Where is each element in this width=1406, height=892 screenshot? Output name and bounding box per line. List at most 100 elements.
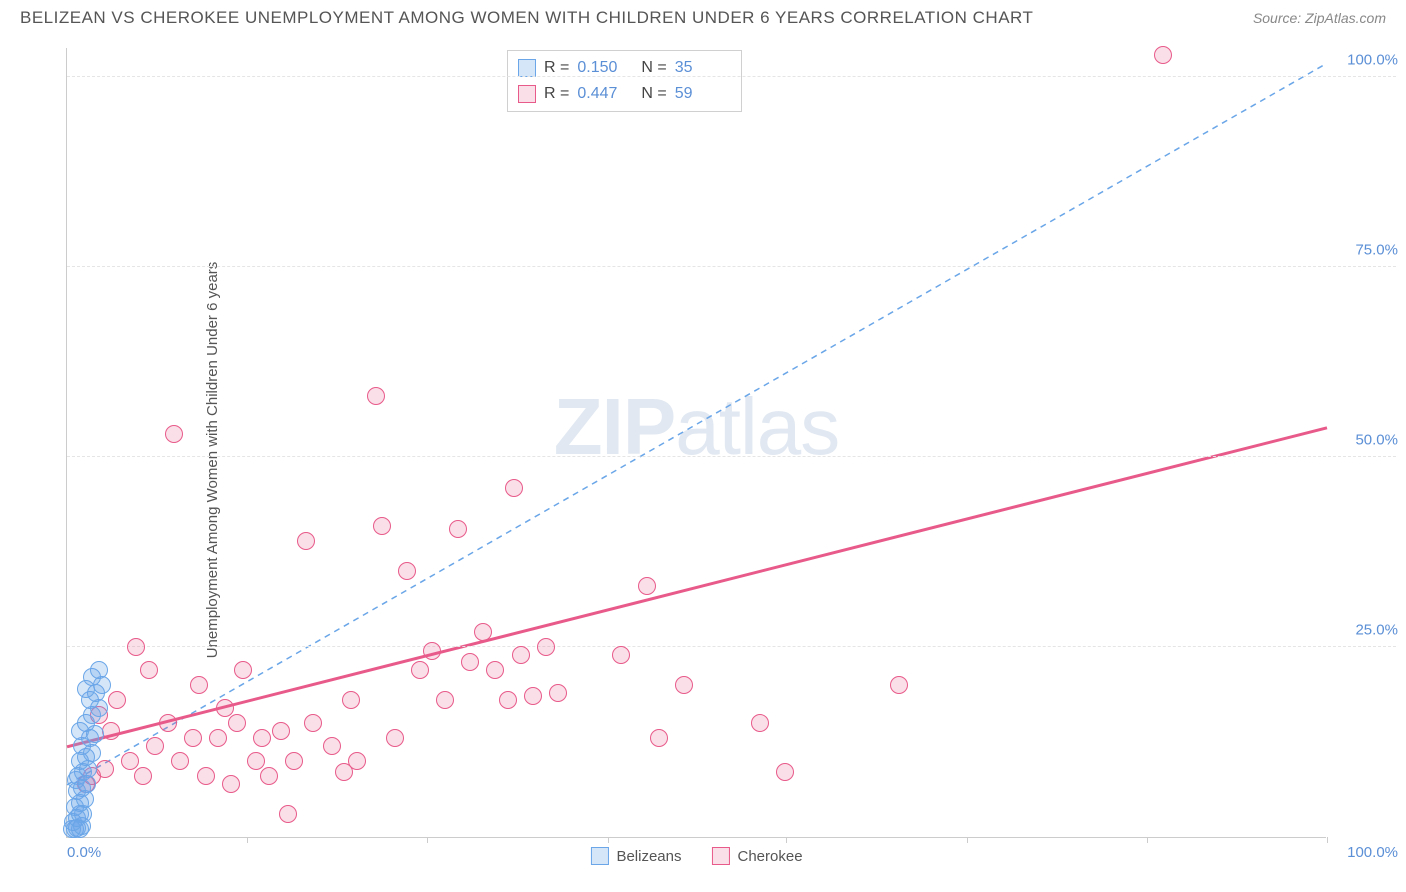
scatter-point-cherokee xyxy=(890,676,908,694)
x-tick-mark xyxy=(247,837,248,843)
scatter-point-cherokee xyxy=(675,676,693,694)
legend-item-cherokee: Cherokee xyxy=(712,847,803,865)
scatter-point-cherokee xyxy=(234,661,252,679)
scatter-point-cherokee xyxy=(285,752,303,770)
source-attribution: Source: ZipAtlas.com xyxy=(1253,10,1386,26)
swatch-belizeans-icon xyxy=(518,59,536,77)
source-prefix: Source: xyxy=(1253,10,1305,26)
scatter-point-cherokee xyxy=(297,532,315,550)
x-tick-mark xyxy=(786,837,787,843)
gridline-h xyxy=(67,266,1396,267)
x-tick-mark xyxy=(427,837,428,843)
scatter-point-cherokee xyxy=(348,752,366,770)
watermark: ZIPatlas xyxy=(554,381,839,473)
scatter-point-cherokee xyxy=(134,767,152,785)
scatter-point-cherokee xyxy=(102,722,120,740)
scatter-point-belizeans xyxy=(67,771,85,789)
scatter-point-cherokee xyxy=(190,676,208,694)
r-label: R = xyxy=(544,81,569,107)
scatter-point-cherokee xyxy=(140,661,158,679)
scatter-point-cherokee xyxy=(165,425,183,443)
scatter-point-cherokee xyxy=(342,691,360,709)
y-tick-label: 75.0% xyxy=(1355,242,1398,259)
trendline-cherokee xyxy=(67,428,1327,747)
scatter-point-cherokee xyxy=(499,691,517,709)
stat-row-cherokee: R = 0.447 N = 59 xyxy=(518,81,731,107)
scatter-point-cherokee xyxy=(260,767,278,785)
scatter-point-cherokee xyxy=(423,642,441,660)
scatter-point-cherokee xyxy=(512,646,530,664)
x-tick-min: 0.0% xyxy=(67,844,101,861)
scatter-point-cherokee xyxy=(386,729,404,747)
scatter-point-belizeans xyxy=(71,722,89,740)
chart-container: Unemployment Among Women with Children U… xyxy=(20,38,1396,882)
scatter-point-cherokee xyxy=(146,737,164,755)
scatter-point-cherokee xyxy=(247,752,265,770)
scatter-point-cherokee xyxy=(253,729,271,747)
scatter-point-cherokee xyxy=(216,699,234,717)
x-tick-mark xyxy=(967,837,968,843)
y-tick-label: 25.0% xyxy=(1355,622,1398,639)
scatter-point-belizeans xyxy=(77,680,95,698)
trend-lines-layer xyxy=(67,48,1326,837)
legend-item-belizeans: Belizeans xyxy=(590,847,681,865)
r-value-cherokee: 0.447 xyxy=(577,81,633,107)
scatter-point-cherokee xyxy=(127,638,145,656)
scatter-point-cherokee xyxy=(537,638,555,656)
legend-label-cherokee: Cherokee xyxy=(738,848,803,865)
swatch-cherokee-icon xyxy=(712,847,730,865)
scatter-point-cherokee xyxy=(505,479,523,497)
scatter-point-cherokee xyxy=(184,729,202,747)
scatter-point-cherokee xyxy=(486,661,504,679)
watermark-atlas: atlas xyxy=(675,382,839,471)
x-tick-max: 100.0% xyxy=(1347,844,1398,861)
y-tick-label: 100.0% xyxy=(1347,52,1398,69)
scatter-point-belizeans xyxy=(90,661,108,679)
scatter-point-cherokee xyxy=(612,646,630,664)
scatter-point-cherokee xyxy=(323,737,341,755)
scatter-point-cherokee xyxy=(108,691,126,709)
watermark-zip: ZIP xyxy=(554,382,675,471)
scatter-point-cherokee xyxy=(549,684,567,702)
legend-label-belizeans: Belizeans xyxy=(616,848,681,865)
n-value-cherokee: 59 xyxy=(675,81,731,107)
scatter-point-cherokee xyxy=(159,714,177,732)
scatter-point-cherokee xyxy=(96,760,114,778)
scatter-point-cherokee xyxy=(449,520,467,538)
scatter-point-cherokee xyxy=(171,752,189,770)
source-name: ZipAtlas.com xyxy=(1305,10,1386,26)
gridline-h xyxy=(67,646,1396,647)
scatter-point-cherokee xyxy=(650,729,668,747)
swatch-cherokee-icon xyxy=(518,85,536,103)
scatter-point-cherokee xyxy=(411,661,429,679)
chart-header: BELIZEAN VS CHEROKEE UNEMPLOYMENT AMONG … xyxy=(0,0,1406,32)
bottom-legend: Belizeans Cherokee xyxy=(590,847,802,865)
correlation-stat-box: R = 0.150 N = 35 R = 0.447 N = 59 xyxy=(507,50,742,112)
trendline-belizeans xyxy=(67,63,1327,785)
scatter-point-cherokee xyxy=(373,517,391,535)
n-label: N = xyxy=(641,81,666,107)
plot-area: ZIPatlas R = 0.150 N = 35 R = 0.447 N = … xyxy=(66,48,1326,838)
scatter-point-cherokee xyxy=(209,729,227,747)
scatter-point-cherokee xyxy=(304,714,322,732)
scatter-point-cherokee xyxy=(474,623,492,641)
scatter-point-cherokee xyxy=(751,714,769,732)
scatter-point-cherokee xyxy=(121,752,139,770)
scatter-point-cherokee xyxy=(398,562,416,580)
y-tick-label: 50.0% xyxy=(1355,432,1398,449)
scatter-point-cherokee xyxy=(197,767,215,785)
scatter-point-cherokee xyxy=(524,687,542,705)
scatter-point-cherokee xyxy=(367,387,385,405)
scatter-point-cherokee xyxy=(776,763,794,781)
chart-title: BELIZEAN VS CHEROKEE UNEMPLOYMENT AMONG … xyxy=(20,8,1033,28)
scatter-point-cherokee xyxy=(272,722,290,740)
gridline-h xyxy=(67,76,1396,77)
scatter-point-cherokee xyxy=(436,691,454,709)
scatter-point-cherokee xyxy=(222,775,240,793)
scatter-point-cherokee xyxy=(279,805,297,823)
swatch-belizeans-icon xyxy=(590,847,608,865)
gridline-h xyxy=(67,456,1396,457)
scatter-point-cherokee xyxy=(1154,46,1172,64)
scatter-point-cherokee xyxy=(461,653,479,671)
x-tick-mark xyxy=(1147,837,1148,843)
